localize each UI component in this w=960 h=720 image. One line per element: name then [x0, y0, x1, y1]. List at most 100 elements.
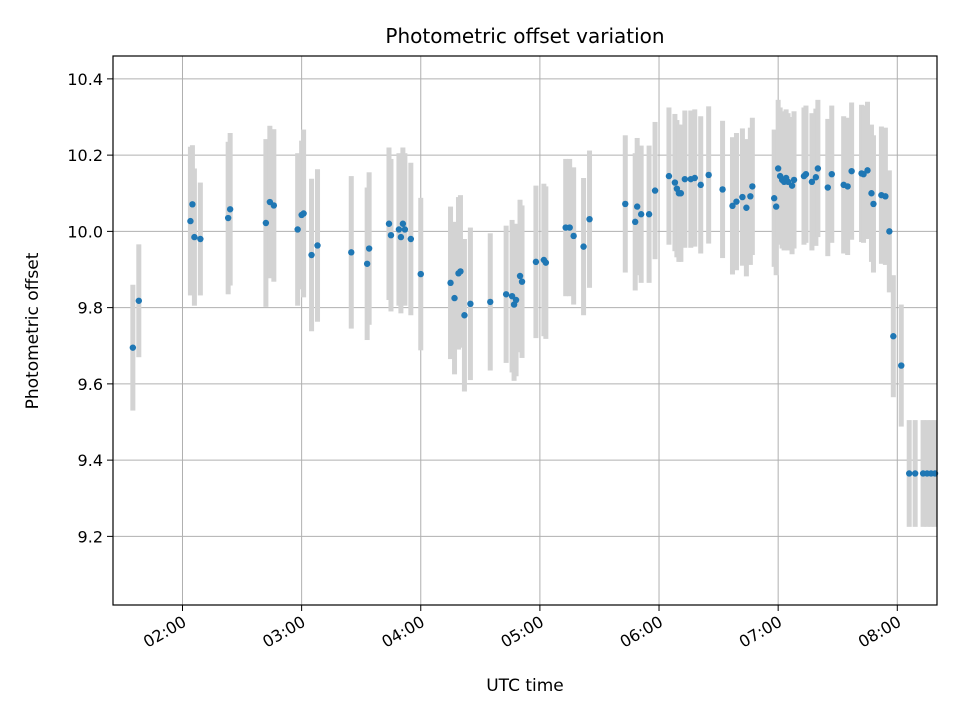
data-point: [294, 226, 301, 233]
data-point: [365, 245, 373, 252]
data-point: [395, 226, 403, 233]
data-point: [633, 203, 641, 210]
data-point: [848, 167, 855, 175]
data-point: [502, 291, 510, 298]
data-point: [814, 165, 822, 172]
x-axis-label: UTC time: [486, 676, 564, 696]
data-point: [363, 260, 371, 267]
data-point: [566, 224, 573, 231]
data-point: [512, 296, 520, 304]
data-point: [270, 202, 278, 209]
data-point: [399, 220, 407, 227]
data-point: [487, 298, 494, 306]
y-tick-label: 9.8: [78, 299, 103, 318]
data-point: [784, 178, 792, 186]
data-point: [467, 300, 474, 308]
data-point: [808, 178, 816, 186]
data-point: [772, 203, 780, 210]
data-point: [417, 270, 424, 278]
data-point: [622, 200, 629, 208]
data-point: [671, 179, 679, 186]
data-point: [314, 242, 321, 249]
data-point: [665, 172, 673, 180]
data-point: [906, 470, 913, 477]
data-point: [129, 344, 137, 351]
data-point: [790, 176, 798, 184]
data-point: [407, 235, 415, 243]
data-point: [770, 195, 778, 202]
data-point: [860, 170, 867, 178]
data-point: [870, 200, 877, 208]
y-tick-label: 10.0: [67, 222, 103, 241]
y-tick-label: 9.4: [78, 451, 103, 470]
data-point: [651, 187, 659, 194]
data-point: [187, 217, 194, 225]
data-point: [387, 231, 395, 239]
data-point: [580, 243, 587, 250]
data-point: [348, 249, 355, 256]
data-point: [882, 193, 889, 200]
data-point: [397, 233, 405, 241]
chart-title: Photometric offset variation: [385, 24, 664, 48]
data-point: [135, 297, 143, 304]
y-axis-ticks: 9.2 9.4 9.6 9.8 10.0 10.2 10.4: [67, 70, 113, 546]
data-point: [191, 233, 198, 241]
data-point: [508, 292, 516, 300]
data-point: [739, 193, 746, 201]
data-point: [733, 198, 740, 205]
data-point: [401, 226, 409, 233]
y-tick-label: 9.6: [78, 375, 103, 394]
data-point: [886, 228, 893, 235]
data-point: [189, 201, 196, 208]
data-point: [677, 190, 685, 197]
data-point: [570, 232, 577, 240]
data-point: [224, 214, 232, 222]
data-point: [461, 312, 468, 319]
data-point: [747, 193, 754, 200]
y-axis-label: Photometric offset: [23, 252, 43, 409]
y-tick-label: 10.4: [67, 70, 103, 89]
data-point: [637, 211, 645, 218]
data-point: [691, 174, 698, 182]
data-point: [542, 259, 550, 266]
data-point: [828, 170, 835, 178]
data-point: [844, 183, 851, 190]
data-point: [385, 220, 393, 227]
data-point: [308, 251, 315, 259]
data-point: [457, 268, 464, 275]
data-point: [729, 202, 736, 210]
data-point: [300, 210, 307, 217]
plot-frame: [112, 55, 938, 606]
data-point: [898, 362, 905, 369]
data-points: [129, 165, 939, 477]
data-point: [518, 278, 526, 285]
data-point: [890, 333, 897, 340]
data-point: [868, 190, 875, 197]
data-point: [681, 175, 689, 183]
data-point: [864, 167, 871, 174]
data-point: [447, 279, 454, 287]
data-point: [824, 184, 831, 191]
y-tick-label: 10.2: [67, 146, 103, 165]
data-point: [802, 170, 810, 178]
data-point: [532, 258, 540, 266]
data-point: [788, 182, 796, 189]
data-point: [645, 211, 653, 218]
y-tick-label: 9.2: [78, 527, 103, 546]
data-point: [262, 219, 270, 227]
data-point: [719, 186, 726, 193]
data-point: [226, 206, 234, 213]
data-point: [705, 171, 712, 179]
data-point: [812, 174, 820, 181]
data-point: [197, 235, 204, 243]
data-point: [774, 165, 782, 172]
data-point: [743, 204, 750, 211]
data-point: [631, 218, 639, 226]
data-point: [697, 181, 704, 189]
data-point: [749, 183, 756, 190]
data-point: [586, 215, 593, 223]
data-point: [516, 272, 524, 280]
data-point: [451, 294, 458, 302]
